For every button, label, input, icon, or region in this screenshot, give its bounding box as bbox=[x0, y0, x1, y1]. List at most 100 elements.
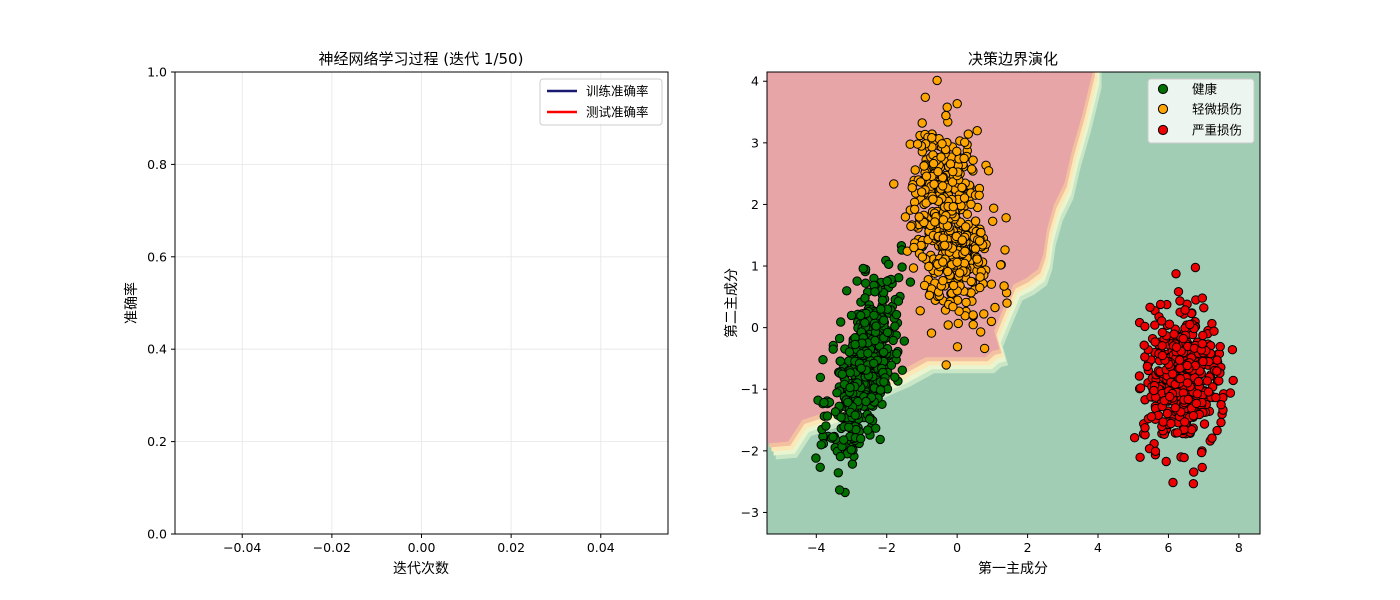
learning-curve-axes: 神经网络学习过程 (迭代 1/50) −0.04 −0.02 0.00 0.02 0.0… bbox=[123, 50, 669, 577]
scatter-point-series-1 bbox=[920, 92, 930, 103]
scatter-point-series-1 bbox=[915, 177, 926, 187]
scatter-point-series-1 bbox=[975, 282, 985, 293]
scatter-point-series-0 bbox=[822, 411, 833, 421]
scatter-point-series-0 bbox=[891, 309, 902, 320]
scatter-point-series-0 bbox=[863, 348, 873, 358]
scatter-point-series-2 bbox=[1172, 428, 1183, 438]
scatter-point-series-0 bbox=[845, 368, 855, 378]
scatter-point-series-1 bbox=[917, 187, 927, 197]
scatter-point-series-1 bbox=[995, 260, 1006, 270]
scatter-point-series-1 bbox=[952, 146, 962, 157]
scatter-point-series-0 bbox=[850, 339, 860, 350]
scatter-point-series-1 bbox=[966, 276, 976, 287]
scatter-point-series-0 bbox=[875, 385, 886, 395]
scatter-point-series-1 bbox=[927, 133, 937, 143]
scatter-point-series-2 bbox=[1185, 319, 1195, 330]
learning-curve-y-axis-label: 准确率 bbox=[123, 282, 140, 324]
scatter-point-series-0 bbox=[879, 377, 889, 387]
scatter-point-series-0 bbox=[860, 318, 870, 328]
x-tick-label: 0.04 bbox=[587, 540, 615, 555]
learning-curve-grid bbox=[175, 72, 668, 534]
scatter-point-series-0 bbox=[882, 327, 893, 338]
decision-boundary-x-axis-label: 第一主成分 bbox=[978, 560, 1048, 577]
scatter-point-series-2 bbox=[1142, 361, 1153, 372]
scatter-point-series-2 bbox=[1175, 296, 1185, 306]
legend-severe-damage-marker bbox=[1157, 124, 1169, 136]
scatter-point-series-2 bbox=[1135, 452, 1145, 462]
scatter-point-series-2 bbox=[1157, 316, 1167, 326]
scatter-point-series-2 bbox=[1188, 411, 1199, 421]
scatter-point-series-0 bbox=[882, 276, 892, 286]
scatter-point-series-1 bbox=[910, 204, 920, 215]
scatter-point-series-0 bbox=[869, 310, 879, 320]
learning-curve-x-ticks: −0.04 −0.02 0.00 0.02 0.04 bbox=[223, 534, 615, 555]
scatter-point-series-2 bbox=[1197, 293, 1208, 303]
scatter-point-series-0 bbox=[856, 310, 866, 321]
x-tick-label: −2 bbox=[878, 540, 896, 555]
scatter-point-series-0 bbox=[899, 336, 909, 346]
scatter-point-series-1 bbox=[999, 281, 1009, 291]
scatter-point-series-0 bbox=[835, 451, 846, 462]
scatter-point-series-2 bbox=[1150, 337, 1160, 347]
scatter-point-series-0 bbox=[871, 321, 881, 331]
scatter-point-series-1 bbox=[952, 257, 962, 267]
scatter-point-series-0 bbox=[861, 396, 871, 407]
scatter-point-series-2 bbox=[1212, 425, 1222, 436]
scatter-point-series-2 bbox=[1190, 262, 1201, 273]
scatter-point-series-0 bbox=[897, 262, 907, 272]
scatter-point-series-0 bbox=[858, 263, 868, 274]
scatter-point-series-2 bbox=[1170, 403, 1181, 413]
scatter-point-series-0 bbox=[811, 453, 821, 463]
scatter-point-series-1 bbox=[979, 309, 989, 319]
scatter-point-series-2 bbox=[1215, 341, 1225, 352]
scatter-point-series-1 bbox=[941, 110, 951, 121]
scatter-point-series-2 bbox=[1168, 477, 1178, 488]
scatter-point-series-1 bbox=[976, 327, 986, 337]
y-tick-label: −1 bbox=[741, 382, 759, 397]
scatter-point-series-1 bbox=[938, 215, 949, 225]
x-tick-label: 4 bbox=[1094, 540, 1102, 555]
scatter-point-series-1 bbox=[948, 202, 958, 212]
scatter-point-series-1 bbox=[942, 102, 952, 112]
scatter-point-series-0 bbox=[856, 433, 866, 444]
scatter-point-series-0 bbox=[846, 445, 856, 455]
scatter-point-series-0 bbox=[828, 432, 838, 442]
x-tick-label: −0.02 bbox=[313, 540, 351, 555]
scatter-point-series-1 bbox=[906, 221, 916, 232]
scatter-point-series-2 bbox=[1198, 330, 1208, 341]
scatter-point-series-1 bbox=[948, 302, 958, 312]
scatter-point-series-2 bbox=[1166, 418, 1176, 429]
scatter-point-series-1 bbox=[986, 316, 997, 327]
scatter-point-series-1 bbox=[970, 216, 981, 226]
scatter-point-series-2 bbox=[1203, 387, 1214, 397]
legend-healthy-marker bbox=[1157, 83, 1169, 95]
y-tick-label: 4 bbox=[751, 74, 759, 89]
scatter-point-series-0 bbox=[819, 397, 829, 408]
scatter-point-series-2 bbox=[1207, 433, 1217, 443]
learning-curve-legend: 训练准确率 测试准确率 bbox=[539, 78, 663, 126]
scatter-point-series-0 bbox=[818, 355, 828, 365]
scatter-point-series-2 bbox=[1158, 417, 1168, 427]
legend-healthy-label: 健康 bbox=[1192, 82, 1218, 97]
scatter-point-series-1 bbox=[967, 164, 977, 174]
scatter-point-series-1 bbox=[972, 126, 982, 136]
scatter-point-series-2 bbox=[1167, 369, 1178, 379]
scatter-point-series-2 bbox=[1189, 467, 1199, 477]
scatter-point-series-0 bbox=[886, 360, 897, 370]
scatter-point-series-2 bbox=[1179, 452, 1189, 463]
decision-boundary-x-ticks: −4 −2 0 2 4 6 8 bbox=[807, 534, 1243, 555]
scatter-point-series-2 bbox=[1171, 269, 1181, 279]
scatter-point-series-1 bbox=[975, 272, 985, 282]
scatter-point-series-1 bbox=[960, 137, 970, 148]
scatter-point-series-1 bbox=[914, 212, 924, 222]
scatter-point-series-2 bbox=[1209, 326, 1219, 336]
scatter-point-series-1 bbox=[948, 166, 958, 177]
scatter-point-series-1 bbox=[909, 242, 919, 253]
decision-boundary-axes: 决策边界演化 −4 −2 0 2 4 6 8 −3 −2 −1 0 1 2 3 4 第一主成分 第二主成分… bbox=[723, 50, 1261, 577]
scatter-point-series-1 bbox=[943, 320, 953, 330]
scatter-point-series-0 bbox=[890, 321, 900, 331]
scatter-point-series-0 bbox=[879, 315, 889, 325]
scatter-point-series-1 bbox=[986, 279, 997, 289]
scatter-point-series-1 bbox=[960, 246, 970, 257]
